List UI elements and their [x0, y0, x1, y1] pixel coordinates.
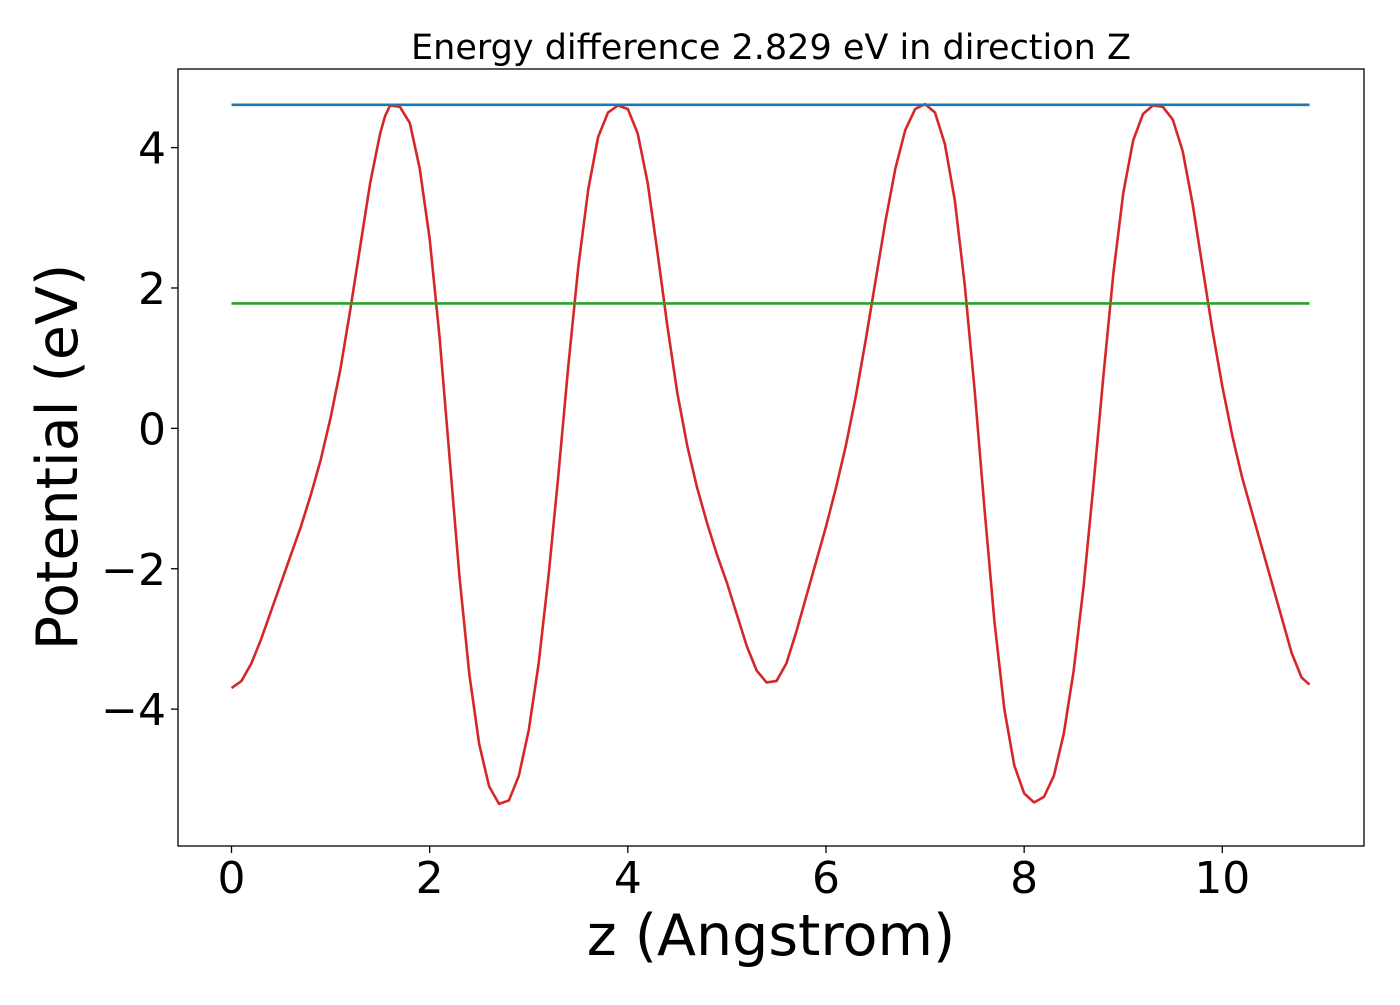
- y-tick-label: 4: [138, 124, 166, 175]
- plot-frame: [177, 68, 1365, 847]
- x-axis-label: z (Angstrom): [587, 903, 955, 969]
- y-tick-label: 2: [138, 264, 166, 315]
- x-tick-label: 4: [614, 853, 642, 904]
- y-tick-label: −2: [101, 545, 166, 596]
- y-axis-ticks: −4 −2 0 2 4: [101, 124, 178, 736]
- x-tick-label: 6: [812, 853, 840, 904]
- x-tick-label: 10: [1194, 853, 1250, 904]
- x-tick-label: 0: [218, 853, 246, 904]
- series-line-0: [230, 102, 1311, 806]
- series-layer: [230, 102, 1311, 806]
- y-axis-label: Potential (eV): [25, 264, 91, 650]
- y-tick-label: −4: [101, 685, 166, 736]
- x-tick-label: 2: [416, 853, 444, 904]
- y-tick-label: 0: [138, 404, 166, 455]
- x-tick-label: 8: [1010, 853, 1038, 904]
- x-axis-ticks: 0 2 4 6 8 10: [218, 846, 1250, 904]
- chart-title: Energy difference 2.829 eV in direction …: [411, 28, 1131, 68]
